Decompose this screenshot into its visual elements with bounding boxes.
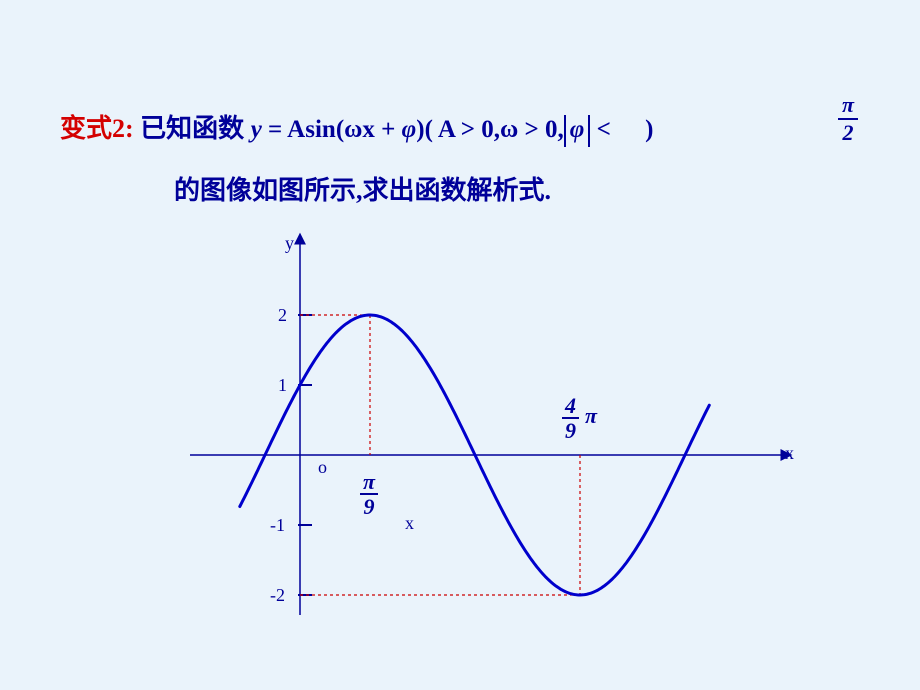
ytick-1: 1 <box>278 375 287 396</box>
pi9-num: π <box>360 471 378 495</box>
slide: 变式2: 已知函数 y = Asin(ωx + φ)( A > 0,ω > 0,… <box>0 0 920 690</box>
y-axis-label: y <box>285 233 294 254</box>
sym-zero2: 0, <box>545 116 564 143</box>
sym-A2: A <box>433 116 455 143</box>
pi-over-2-num: π <box>838 92 858 120</box>
pi9-den: 9 <box>360 495 378 519</box>
ytick-neg1: -1 <box>270 515 285 536</box>
sym-eq: = <box>262 116 287 143</box>
fraction-4pi-over-9: 4 9 π <box>562 395 597 443</box>
problem-statement-line1: 变式2: 已知函数 y = Asin(ωx + φ)( A > 0,ω > 0,… <box>60 108 860 147</box>
sym-omega2: ω <box>500 116 518 143</box>
sym-gt2: > <box>518 116 545 143</box>
sym-A: A <box>287 116 305 143</box>
sym-y: y <box>251 116 262 143</box>
sym-lt: < <box>590 116 617 143</box>
x-label-under-pi9: x <box>405 513 414 534</box>
origin-label: o <box>318 457 327 478</box>
sym-close1: )( <box>416 116 433 143</box>
sym-zero1: 0, <box>481 116 500 143</box>
4pi9-den: 9 <box>562 419 579 443</box>
function-graph: y x o 2 1 -1 -2 π 9 x 4 9 π <box>170 225 810 625</box>
known-function-text: 已知函数 <box>140 114 244 143</box>
ytick-neg2: -2 <box>270 585 285 606</box>
formula: y = Asin(ωx + φ)( A > 0,ω > 0,φ < ) <box>251 116 654 143</box>
variant-label: 变式2: <box>60 114 134 143</box>
sym-omega: ω <box>344 116 362 143</box>
fraction-pi-over-9: π 9 <box>360 471 378 519</box>
sym-x: x <box>362 116 375 143</box>
pi-over-2-den: 2 <box>838 120 858 146</box>
problem-statement-line2: 的图像如图所示,求出函数解析式. <box>174 170 551 207</box>
ytick-2: 2 <box>278 305 287 326</box>
graph-svg <box>170 225 810 625</box>
4pi9-pi: π <box>585 403 597 428</box>
sym-sin: sin( <box>305 116 344 143</box>
sym-phi: φ <box>402 116 417 143</box>
sym-close2: ) <box>645 116 653 143</box>
abs-phi: φ <box>564 115 591 147</box>
4pi9-num: 4 <box>562 395 579 419</box>
x-axis-label: x <box>785 443 794 464</box>
fraction-pi-over-2: π 2 <box>838 92 858 146</box>
sym-gt1: > <box>455 116 482 143</box>
sym-plus: + <box>375 116 402 143</box>
sym-phi2: φ <box>570 116 585 143</box>
